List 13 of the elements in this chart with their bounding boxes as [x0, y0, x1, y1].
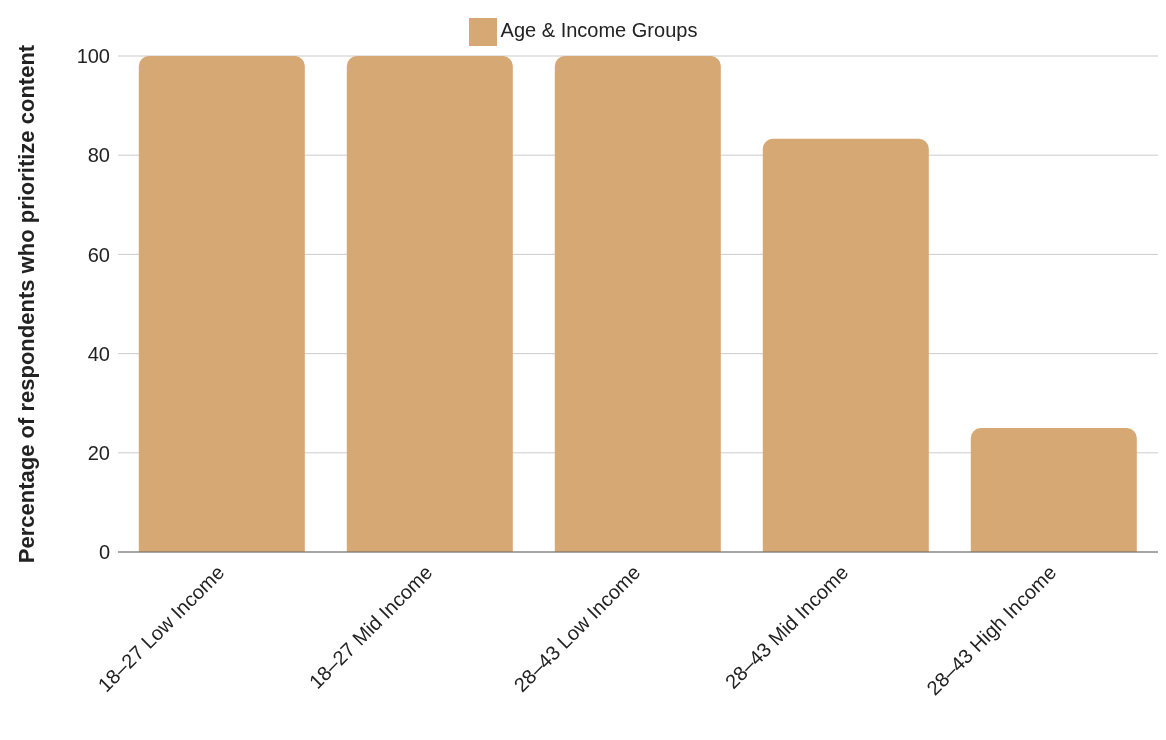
y-tick-label: 80	[87, 144, 110, 167]
y-tick-label: 40	[87, 342, 110, 365]
bar	[970, 428, 1137, 552]
y-axis-title: Percentage of respondents who prioritize content	[13, 44, 39, 564]
bar	[762, 138, 929, 552]
bar	[554, 56, 721, 552]
bar	[138, 56, 305, 552]
bar	[346, 56, 513, 552]
y-tick-label: 0	[98, 541, 110, 564]
y-tick-label: 20	[87, 441, 110, 464]
legend-label: Age & Income Groups	[500, 19, 698, 42]
y-tick-label: 100	[76, 45, 110, 68]
y-tick-label: 60	[87, 243, 110, 266]
